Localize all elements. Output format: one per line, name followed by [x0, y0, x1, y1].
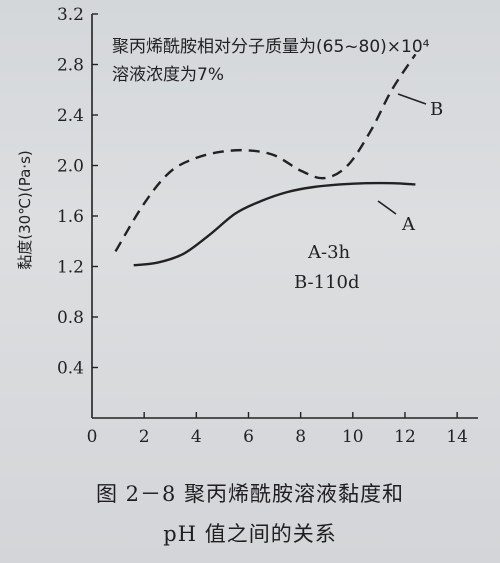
figure-chart: 0 2 4 6 8 10 12 14 0.4 0.8 1.2 1.6 2.0 2.4 2.8 3.2 聚丙烯酰… [16, 5, 478, 447]
x-tick-label: 8 [295, 427, 306, 447]
y-tick-label: 0.4 [57, 359, 84, 379]
annotations: 聚丙烯酰胺相对分子质量为(65~80)×10⁴ 溶液浓度为7% A-3h B-1… [16, 37, 443, 293]
annotation-line-1: 聚丙烯酰胺相对分子质量为(65~80)×10⁴ [112, 37, 430, 57]
x-tick-label: 4 [191, 427, 202, 447]
figure-caption-line-1: 图 2－8 聚丙烯酰胺溶液黏度和 [95, 482, 405, 506]
series-line-b [114, 53, 417, 253]
figure-caption-line-2: pH 值之间的关系 [163, 522, 337, 546]
series-label-a-leader [377, 200, 397, 215]
series-lines [114, 53, 417, 267]
legend-line-a: A-3h [307, 242, 351, 263]
x-tick-label: 12 [394, 427, 416, 447]
tick-marks [92, 13, 458, 418]
x-tick-label: 6 [243, 427, 254, 447]
series-line-a [133, 181, 416, 267]
y-tick-label: 1.6 [57, 207, 84, 227]
y-tick-label: 2.4 [57, 106, 84, 126]
y-tick-label: 1.2 [57, 258, 84, 278]
x-tick-label: 14 [446, 427, 468, 447]
series-label-b: B [430, 99, 443, 120]
legend-line-b: B-110d [294, 272, 360, 293]
y-axis-label: 黏度(30℃)(Pa·s) [16, 150, 34, 270]
y-tick-label: 2.8 [57, 56, 84, 76]
annotation-line-2: 溶液浓度为7% [112, 65, 224, 85]
series-label-b-leader [397, 93, 427, 105]
tick-labels: 0 2 4 6 8 10 12 14 0.4 0.8 1.2 1.6 2.0 2.4 2.8 3.2 [57, 5, 468, 447]
y-tick-label: 3.2 [57, 5, 84, 25]
y-tick-label: 0.8 [57, 308, 84, 328]
y-tick-label: 2.0 [57, 157, 84, 177]
series-label-a: A [401, 214, 416, 235]
x-tick-label: 0 [87, 427, 98, 447]
x-tick-label: 2 [139, 427, 150, 447]
x-tick-label: 10 [342, 427, 364, 447]
